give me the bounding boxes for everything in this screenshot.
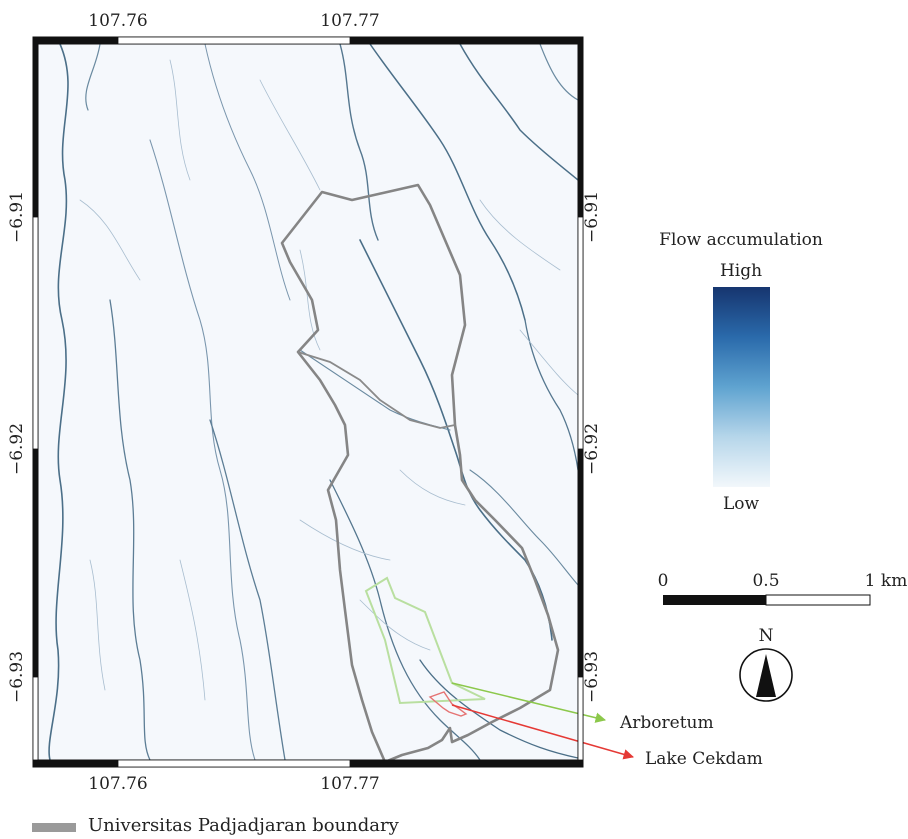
map-frame [32, 36, 584, 768]
right-tick-label: −6.92 [582, 423, 602, 475]
boundary-legend-swatch [32, 823, 76, 832]
right-tick-label: −6.91 [582, 191, 602, 243]
scale-label-half: 0.5 [752, 571, 779, 591]
university-boundary [280, 183, 560, 764]
lake-leader-arrow [451, 704, 635, 760]
flow-colorbar [713, 287, 770, 487]
scale-bar [663, 594, 871, 606]
stream-network [48, 44, 578, 760]
boundary-legend-label: Universitas Padjadjaran boundary [88, 815, 399, 836]
north-label: N [759, 626, 774, 646]
top-tick-label: 107.76 [88, 11, 147, 31]
scale-label-1km: 1 km [865, 571, 908, 591]
left-tick-label: −6.91 [7, 191, 27, 243]
left-tick-label: −6.93 [7, 651, 27, 703]
right-tick-label: −6.93 [582, 651, 602, 703]
map-panel [38, 44, 578, 760]
bottom-tick-label: 107.76 [88, 774, 147, 794]
inner-boundary-line [297, 351, 456, 429]
arboretum-label: Arboretum [619, 713, 714, 733]
flow-legend-low-label: Low [723, 494, 760, 514]
lake-cekdam-polygon [428, 691, 468, 717]
scale-label-0: 0 [658, 571, 669, 591]
lake-cekdam-label: Lake Cekdam [645, 749, 763, 769]
flow-legend-title: Flow accumulation [659, 230, 823, 250]
flow-legend-high-label: High [720, 261, 762, 281]
bottom-tick-label: 107.77 [320, 774, 379, 794]
top-tick-label: 107.77 [320, 11, 379, 31]
north-arrow-icon [739, 648, 793, 702]
left-tick-label: −6.92 [7, 423, 27, 475]
